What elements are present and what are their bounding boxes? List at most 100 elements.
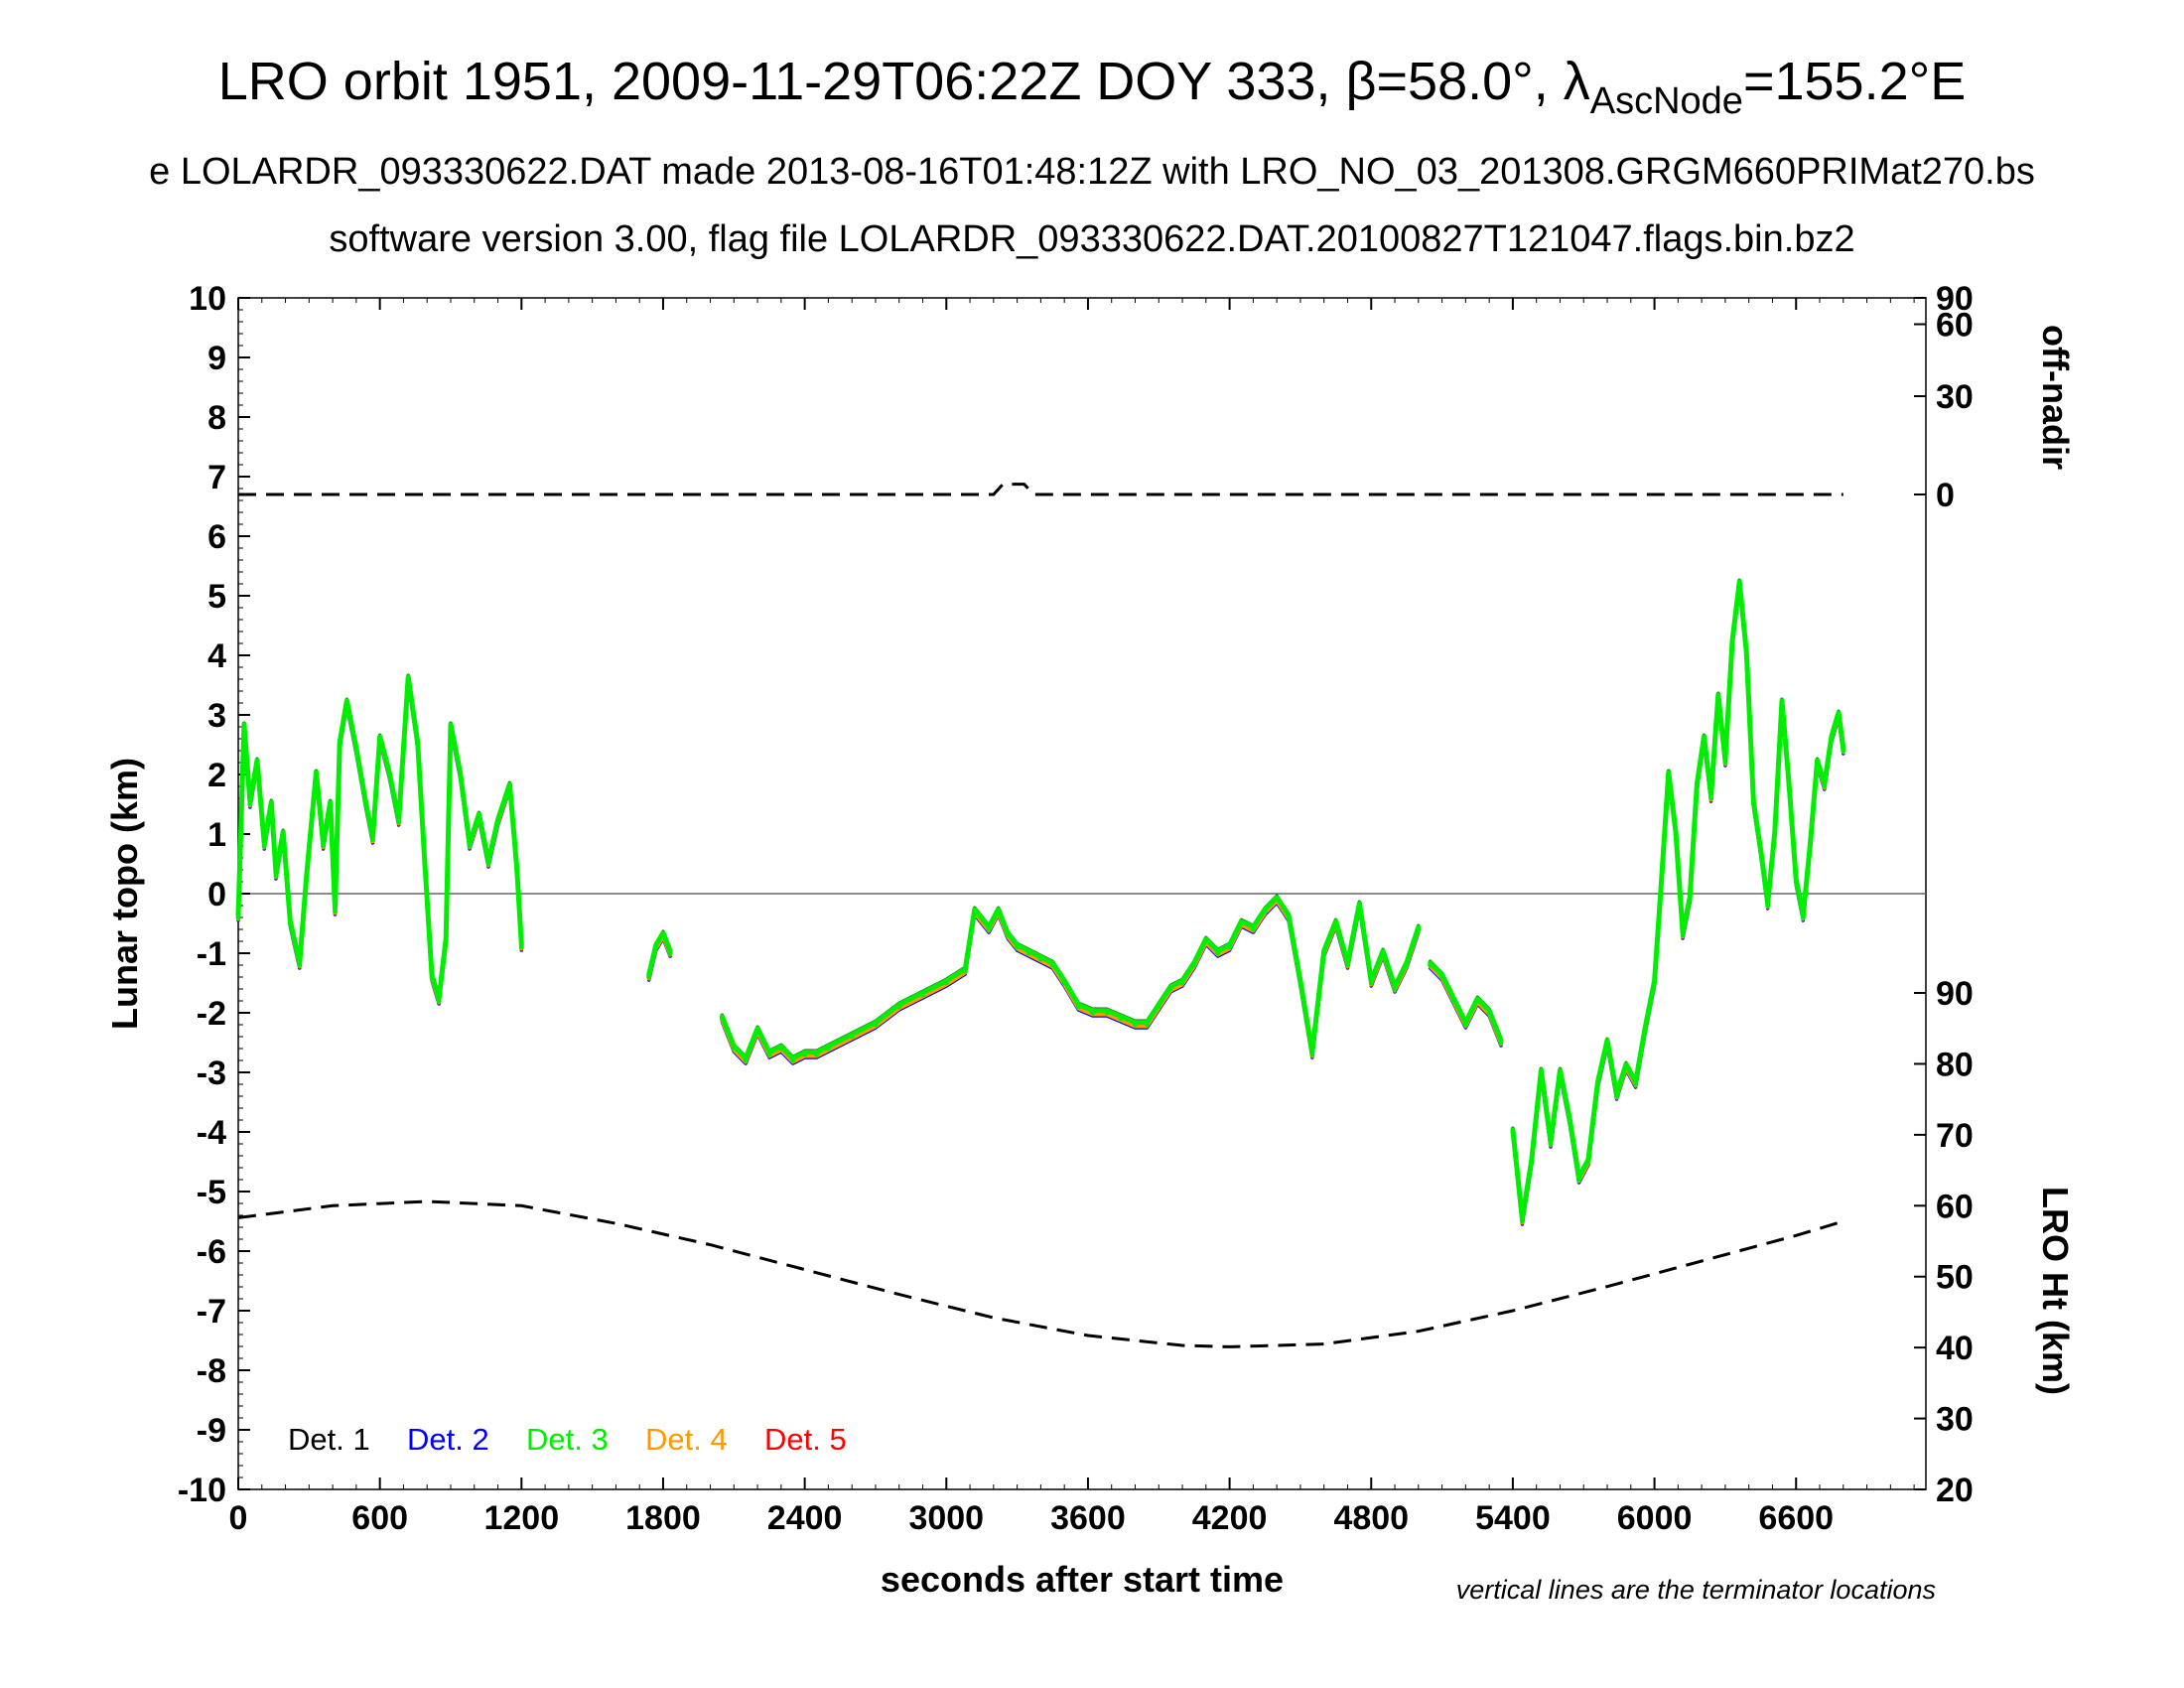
- y-tick-label: -6: [197, 1233, 226, 1271]
- topo-point: [485, 861, 491, 867]
- x-tick-label: 0: [229, 1499, 248, 1537]
- topo-point: [477, 813, 481, 819]
- topo-point: [1428, 962, 1433, 968]
- topo-series: [235, 578, 1846, 1226]
- topo-point: [1474, 998, 1480, 1004]
- topo-point: [1380, 950, 1386, 956]
- offnadir-tick-label: 0: [1936, 477, 1955, 514]
- topo-point: [1680, 932, 1686, 938]
- topo-point: [1179, 980, 1185, 986]
- topo-point: [1005, 932, 1011, 938]
- topo-point: [1642, 1028, 1648, 1034]
- height-tick-label: 60: [1936, 1188, 1974, 1225]
- topo-point: [1595, 1081, 1600, 1087]
- topo-point: [962, 968, 968, 974]
- y-tick-label: 9: [207, 340, 226, 377]
- topo-point: [1529, 1159, 1535, 1165]
- x-axis-label: seconds after start time: [881, 1559, 1284, 1600]
- y-tick-label: 2: [207, 757, 226, 794]
- topo-point: [287, 920, 293, 926]
- x-tick-label: 5400: [1475, 1499, 1551, 1537]
- topo-point: [1262, 909, 1268, 914]
- offnadir-tick-label: 30: [1936, 378, 1974, 416]
- topo-point: [1772, 831, 1778, 837]
- topo-point: [1659, 879, 1665, 885]
- topo-point: [518, 944, 524, 950]
- y-tick-label: -9: [197, 1412, 226, 1450]
- topo-point: [495, 819, 500, 825]
- topo-point: [1786, 783, 1792, 789]
- topo-point: [1779, 700, 1785, 706]
- topo-point: [353, 748, 359, 754]
- height-tick-label: 50: [1936, 1259, 1974, 1297]
- topo-point: [1750, 801, 1756, 807]
- topo-point: [825, 1046, 831, 1052]
- topo-point: [1743, 652, 1749, 658]
- topo-point: [1203, 938, 1209, 944]
- height-tick-label: 40: [1936, 1330, 1974, 1367]
- y-tick-label: -8: [197, 1352, 226, 1390]
- legend-entry: Det. 5: [764, 1422, 847, 1457]
- topo-point: [337, 742, 342, 748]
- topo-point: [1519, 1218, 1525, 1224]
- topo-point: [241, 724, 247, 730]
- legend-entry: Det. 1: [288, 1422, 370, 1457]
- y-tick-label: -3: [197, 1055, 226, 1092]
- legend-entry: Det. 4: [645, 1422, 728, 1457]
- topo-point: [1404, 962, 1410, 968]
- y-tick-label: 10: [189, 280, 226, 318]
- topo-point: [333, 909, 338, 914]
- topo-point: [328, 801, 334, 807]
- topo-point: [1498, 1040, 1504, 1046]
- topo-point: [1368, 980, 1374, 986]
- topo-point: [1576, 1177, 1581, 1183]
- topo-point: [996, 909, 1002, 914]
- x-tick-label: 3600: [1050, 1499, 1126, 1537]
- y-tick-label: 4: [207, 637, 226, 675]
- topo-point: [1451, 998, 1456, 1004]
- topo-point: [802, 1052, 808, 1057]
- topo-point: [1841, 748, 1846, 754]
- topo-point: [280, 831, 286, 837]
- chart-title: LRO orbit 1951, 2009-11-29T06:22Z DOY 33…: [218, 52, 1966, 122]
- offnadir-tick-label: 90: [1936, 280, 1974, 318]
- topo-point: [1623, 1063, 1629, 1069]
- topo-trace: [1511, 584, 1845, 1225]
- y-tick-label: -1: [197, 935, 226, 973]
- topo-point: [261, 843, 267, 849]
- topo-point: [1800, 914, 1806, 920]
- topo-point: [343, 700, 349, 706]
- topo-point: [321, 843, 327, 849]
- topo-trace: [1510, 579, 1846, 1222]
- topo-point: [1558, 1069, 1563, 1075]
- topo-point: [1239, 920, 1244, 926]
- x-tick-label: 2400: [767, 1499, 843, 1537]
- height-axis-label: LRO Ht (km): [2035, 1187, 2076, 1395]
- chart-subtitle-file: e LOLARDR_093330622.DAT made 2013-08-16T…: [149, 151, 2035, 193]
- topo-point: [1815, 760, 1821, 766]
- topo-point: [1765, 903, 1771, 909]
- topo-point: [1133, 1022, 1138, 1028]
- topo-point: [1462, 1022, 1468, 1028]
- x-tick-label: 3000: [908, 1499, 984, 1537]
- topo-point: [1666, 772, 1672, 777]
- topo-point: [1015, 944, 1021, 950]
- topo-point: [1156, 1004, 1161, 1010]
- topo-point: [1104, 1010, 1110, 1016]
- topo-point: [986, 926, 992, 932]
- topo-point: [247, 801, 253, 807]
- topo-point: [1694, 783, 1700, 789]
- topo-point: [467, 843, 473, 849]
- chart-subtitle-software: software version 3.00, flag file LOLARDR…: [329, 218, 1854, 260]
- x-tick-label: 6000: [1617, 1499, 1693, 1537]
- topo-point: [1309, 1052, 1315, 1057]
- topo-point: [1333, 920, 1339, 926]
- topo-point: [448, 724, 454, 730]
- topo-point: [1729, 640, 1735, 646]
- y-tick-label: -5: [197, 1174, 226, 1211]
- offnadir-axis-label: off-nadir: [2035, 325, 2076, 470]
- topo-point: [1037, 956, 1043, 962]
- topo-point: [731, 1046, 737, 1052]
